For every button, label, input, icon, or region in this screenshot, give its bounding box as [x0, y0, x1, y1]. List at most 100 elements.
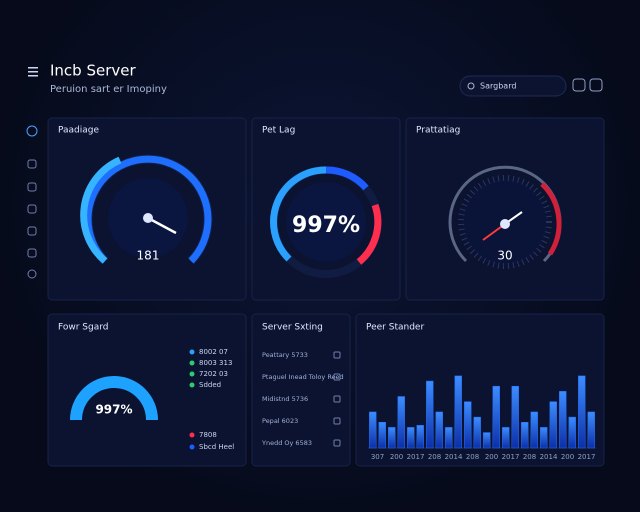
gauge-face — [286, 182, 366, 262]
bar — [464, 401, 472, 449]
nav-icon[interactable] — [27, 159, 37, 169]
app-subtitle: Peruion sart er Imopiny — [50, 84, 167, 95]
legend-dot — [189, 432, 195, 438]
gauge-value: 997% — [292, 213, 360, 238]
legend-label: Sdded — [199, 381, 221, 389]
legend-label: 7202 03 — [199, 370, 228, 378]
app-title: Incb Server — [50, 62, 136, 80]
list-item: Midistnd 5736 — [262, 395, 308, 403]
list-item: Peattary 5733 — [262, 351, 308, 359]
panel-title: Paadiage — [58, 126, 99, 136]
gauge-arc — [84, 155, 212, 264]
bar — [559, 391, 567, 449]
needle-hub — [143, 213, 153, 223]
bar — [369, 411, 377, 449]
gauge-value: 30 — [497, 249, 512, 263]
legend-dot — [189, 444, 195, 450]
bar — [473, 416, 481, 449]
legend-label: Sbcd Heel — [199, 443, 234, 451]
legend-label: 8003 313 — [199, 359, 232, 367]
bar — [587, 411, 595, 449]
bar — [388, 427, 396, 449]
nav-icon[interactable] — [27, 269, 37, 279]
x-tick-label: 2014 — [445, 453, 463, 461]
list-item: Ynedd Oy 6583 — [261, 439, 312, 447]
chart-title: Peer Stander — [366, 323, 424, 333]
legend-label: 8002 07 — [199, 348, 228, 356]
nav-icon[interactable] — [27, 226, 37, 236]
bar — [435, 411, 443, 449]
x-tick-label: 2014 — [540, 453, 558, 461]
panel-title: Prattatiag — [416, 126, 460, 136]
gauge-arc — [270, 166, 327, 262]
menu-icon[interactable] — [28, 67, 38, 77]
list: Peattary 5733 Ptaguel Inead Toloy Reed Mid… — [261, 351, 344, 447]
nav-icon[interactable] — [27, 248, 37, 258]
nav-icon[interactable] — [26, 125, 38, 137]
x-tick-label: 307 — [371, 453, 384, 461]
bar — [549, 401, 557, 449]
sidebar — [26, 125, 38, 279]
panel — [251, 313, 351, 467]
icon-button[interactable] — [572, 78, 586, 92]
x-tick-label: 2017 — [407, 453, 425, 461]
bar — [416, 425, 424, 449]
bar — [530, 411, 538, 449]
bar — [407, 427, 415, 449]
search-icon — [467, 82, 475, 90]
bar — [454, 375, 462, 449]
bar — [483, 432, 491, 449]
legend-label: 7808 — [199, 431, 217, 439]
needle — [147, 216, 177, 235]
x-tick-label: 208 — [466, 453, 479, 461]
bar — [578, 375, 586, 449]
gauge-arc — [325, 166, 369, 191]
bar — [397, 396, 405, 449]
bar-chart: 307 200 2017 208 2014 208 200 2017 208 2014 200 201… — [368, 375, 596, 461]
gauge-arc — [80, 156, 122, 264]
bar — [568, 416, 576, 449]
bar — [521, 422, 529, 449]
x-tick-label: 200 — [561, 453, 574, 461]
x-tick-label: 2017 — [578, 453, 596, 461]
needle-hub — [500, 219, 510, 229]
row-icon — [333, 417, 341, 425]
x-tick-label: 200 — [390, 453, 403, 461]
legend-dot — [189, 371, 195, 377]
bar — [426, 380, 434, 449]
gauge-value: 181 — [137, 249, 160, 263]
search-box[interactable] — [459, 75, 567, 97]
legend-dot — [189, 349, 195, 355]
icon-button[interactable] — [589, 78, 603, 92]
panel-title: Server Sxting — [262, 323, 323, 333]
bar — [540, 427, 548, 449]
bar — [378, 422, 386, 449]
x-tick-label: 208 — [523, 453, 536, 461]
gauge-arc — [356, 203, 382, 265]
legend: 8002 07 8003 313 7202 03 Sdded 7808 Sbcd Heel — [189, 348, 234, 451]
row-icon — [333, 373, 341, 381]
row-icon — [333, 395, 341, 403]
bar — [511, 385, 519, 449]
gauge-arc — [70, 376, 158, 421]
bar — [502, 427, 510, 449]
row-icon — [333, 439, 341, 447]
nav-icon[interactable] — [27, 182, 37, 192]
gauge-value: 997% — [95, 403, 132, 417]
panel — [47, 313, 247, 467]
list-item: Pepal 6023 — [262, 417, 298, 425]
x-tick-label: 200 — [485, 453, 498, 461]
legend-dot — [189, 382, 195, 388]
panel-title: Pet Lag — [262, 126, 295, 136]
bar — [492, 385, 500, 449]
panel-title: Fowr Sgard — [58, 323, 108, 333]
list-item: Ptaguel Inead Toloy Reed — [262, 373, 344, 381]
gauge-arc — [540, 182, 562, 256]
nav-icon[interactable] — [27, 204, 37, 214]
x-tick-label: 208 — [428, 453, 441, 461]
search-text: Sargbard — [480, 82, 516, 91]
bar — [445, 427, 453, 449]
legend-dot — [189, 360, 195, 366]
x-tick-label: 2017 — [502, 453, 520, 461]
